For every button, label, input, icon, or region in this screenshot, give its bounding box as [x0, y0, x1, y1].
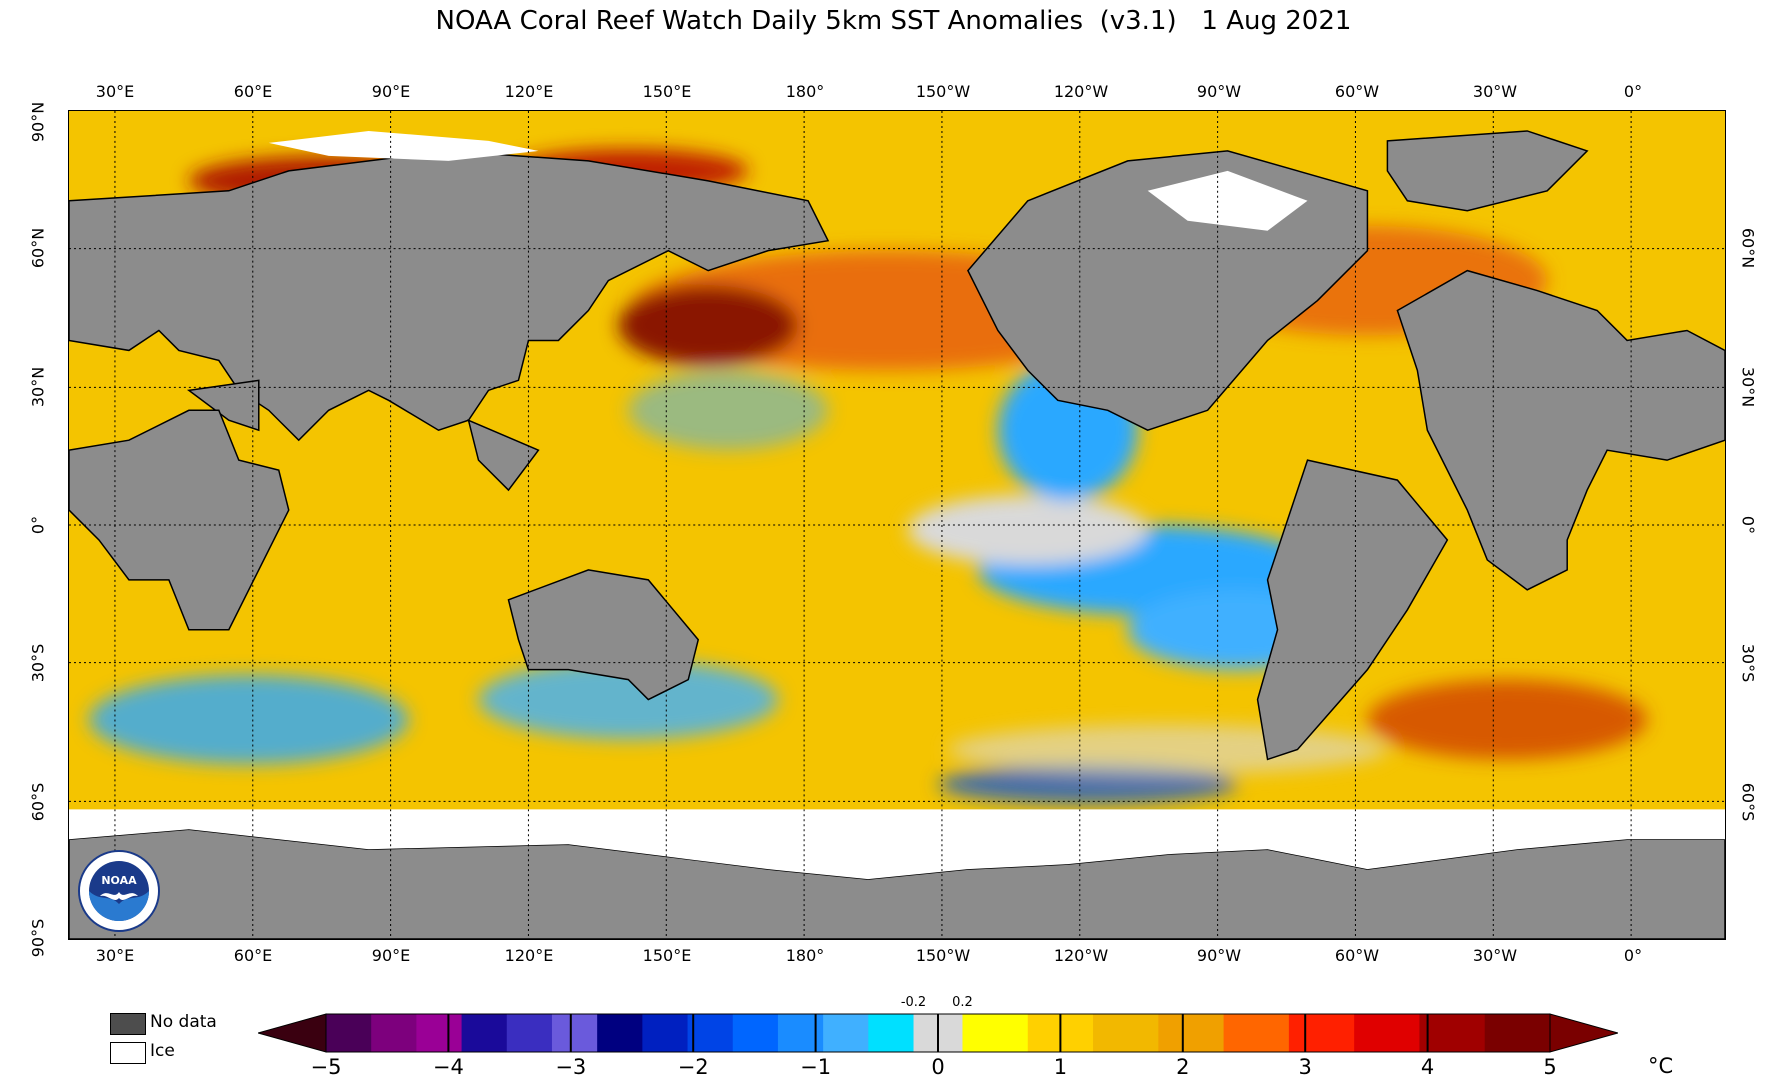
colorbar-under-arrow	[258, 1013, 327, 1053]
colorbar-tick-label: −5	[310, 1055, 342, 1079]
lon-label-bottom: 180°	[785, 946, 825, 965]
lon-label-top: 150°E	[642, 82, 692, 101]
ice-label: Ice	[150, 1041, 175, 1061]
lat-label-right: 30°S	[1738, 643, 1758, 683]
ice-swatch	[110, 1042, 146, 1064]
colorbar-segment	[371, 1014, 417, 1052]
lon-label-bottom: 120°E	[504, 946, 554, 965]
lat-label-left: 90°N	[28, 101, 48, 143]
noaa-logo-icon: NOAA	[78, 850, 160, 932]
map-title: NOAA Coral Reef Watch Daily 5km SST Anom…	[435, 6, 1352, 36]
colorbar-tick-label: 3	[1298, 1055, 1312, 1079]
colorbar-tick-label: −4	[432, 1055, 464, 1079]
colorbar-segment	[687, 1014, 734, 1052]
colorbar-segment	[732, 1014, 779, 1052]
colorbar-unit: °C	[1648, 1054, 1674, 1078]
no-data-swatch	[110, 1013, 146, 1035]
graticule	[69, 111, 1725, 939]
lon-label-top: 30°E	[95, 82, 135, 101]
lon-label-top: 60°W	[1334, 82, 1380, 101]
lat-label-left: 90°S	[28, 918, 48, 958]
lon-label-top: 30°W	[1472, 82, 1518, 101]
lat-label-left: 0°	[28, 515, 48, 535]
land-masses	[69, 130, 1725, 939]
lon-label-bottom: 60°W	[1334, 946, 1380, 965]
colorbar	[258, 1013, 1618, 1053]
lat-label-left: 60°S	[28, 782, 48, 822]
colorbar-tick-label: 1	[1053, 1055, 1068, 1079]
colorbar-segment	[326, 1014, 372, 1052]
lon-label-top: 90°W	[1196, 82, 1242, 101]
colorbar-neutral-neg: -0.2	[900, 995, 927, 1010]
lon-label-bottom: 90°E	[371, 946, 411, 965]
lon-label-bottom: 90°W	[1196, 946, 1242, 965]
lat-label-right: 60°S	[1738, 782, 1758, 822]
colorbar-tick-label: −2	[677, 1055, 709, 1079]
colorbar-segment	[1354, 1014, 1420, 1052]
lat-label-left: 30°N	[28, 366, 48, 408]
lon-label-bottom: 0°	[1623, 946, 1643, 965]
no-data-label: No data	[150, 1012, 217, 1032]
map-canvas	[69, 111, 1725, 939]
colorbar-segment	[913, 1014, 939, 1052]
colorbar-segment	[642, 1014, 689, 1052]
colorbar-over-arrow	[1549, 1013, 1618, 1053]
lon-label-bottom: 30°W	[1472, 946, 1518, 965]
lon-label-top: 150°W	[915, 82, 971, 101]
colorbar-tick-label: 2	[1176, 1055, 1190, 1079]
colorbar-segment	[1484, 1014, 1551, 1052]
colorbar-segment	[597, 1014, 643, 1052]
colorbar-segment	[1158, 1014, 1225, 1052]
sea-ice	[69, 130, 1725, 880]
lon-label-top: 120°W	[1053, 82, 1109, 101]
colorbar-segment	[938, 1014, 963, 1052]
colorbar-segment	[1288, 1014, 1355, 1052]
lat-label-right: 0°	[1738, 515, 1758, 535]
lat-label-left: 30°S	[28, 643, 48, 683]
colorbar-segment	[1419, 1014, 1486, 1052]
colorbar-tick-label: 4	[1420, 1055, 1435, 1079]
colorbar-segment	[461, 1014, 508, 1052]
colorbar-tick-label: −3	[555, 1055, 587, 1079]
colorbar-segment	[777, 1014, 824, 1052]
lat-label-right: 60°N	[1738, 227, 1758, 269]
sst-anomaly-map	[68, 110, 1726, 940]
colorbar-segment	[962, 1014, 1029, 1052]
colorbar-tick-label: −1	[800, 1055, 832, 1079]
lon-label-top: 60°E	[233, 82, 273, 101]
colorbar-segment	[506, 1014, 553, 1052]
colorbar-segment	[823, 1014, 869, 1052]
colorbar-segment	[868, 1014, 915, 1052]
lon-label-top: 180°	[785, 82, 825, 101]
colorbar-tick-label: 0	[931, 1055, 945, 1079]
lat-label-left: 60°N	[28, 227, 48, 269]
lon-label-top: 0°	[1623, 82, 1643, 101]
lon-label-top: 120°E	[504, 82, 554, 101]
lon-label-bottom: 60°E	[233, 946, 273, 965]
colorbar-segment	[551, 1014, 598, 1052]
lat-label-right: 30°N	[1738, 366, 1758, 408]
lon-label-bottom: 30°E	[95, 946, 135, 965]
colorbar-neutral-pos: 0.2	[952, 995, 973, 1010]
lon-label-bottom: 150°W	[915, 946, 971, 965]
colorbar-segment	[1223, 1014, 1290, 1052]
lon-label-bottom: 150°E	[642, 946, 692, 965]
lon-label-bottom: 120°W	[1053, 946, 1109, 965]
noaa-logo-text: NOAA	[101, 874, 137, 887]
colorbar-tick-label: 5	[1543, 1055, 1557, 1079]
colorbar-segment	[1093, 1014, 1159, 1052]
lon-label-top: 90°E	[371, 82, 411, 101]
colorbar-segment	[416, 1014, 463, 1052]
